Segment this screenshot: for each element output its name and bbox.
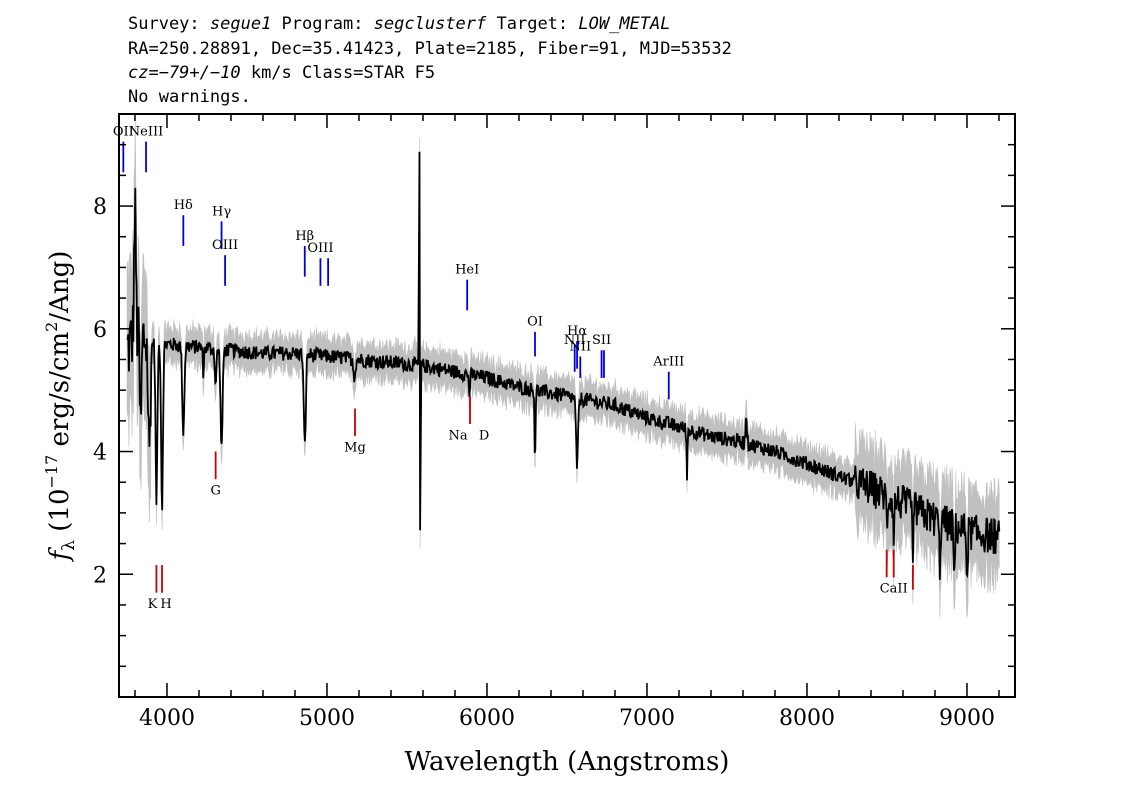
ylabel-sub: λ	[59, 540, 79, 551]
emission-line-label: Hδ	[174, 198, 193, 213]
header-line-2: RA=250.28891, Dec=35.41423, Plate=2185, …	[128, 39, 732, 59]
header-run: Survey:	[128, 14, 210, 34]
x-axis-label: Wavelength (Angstroms)	[405, 747, 730, 777]
ylabel-exp2: 2	[42, 322, 61, 332]
header-line-3: cz=−79+/−10 km/s Class=STAR F5	[128, 63, 435, 83]
header-run: LOW_METAL	[578, 14, 670, 34]
absorption-line-label: D	[479, 428, 489, 443]
emission-line-label: ArIII	[652, 355, 684, 370]
spectrum-line	[126, 151, 1001, 580]
ylabel-pre: (10	[45, 488, 75, 540]
header-line-1: Survey: segue1 Program: segclusterf Targ…	[128, 14, 671, 34]
emission-line-label: Hβ	[295, 229, 314, 244]
absorption-line-label: H	[160, 597, 171, 612]
absorption-line-label: Na	[448, 428, 467, 443]
header-run: Target:	[486, 14, 578, 34]
y-tick-label: 8	[93, 195, 107, 220]
x-tick-label: 6000	[459, 706, 515, 731]
ylabel-post: /Ang)	[45, 251, 75, 322]
emission-line-label: SII	[592, 333, 611, 348]
emission-line-label: NII	[569, 339, 591, 354]
absorption-line-label: Mg	[344, 441, 366, 456]
header-run: segue1	[210, 14, 271, 34]
emission-line-label: HeI	[455, 263, 479, 278]
emission-line-label: NII	[564, 333, 586, 348]
absorption-line-label: G	[210, 483, 220, 498]
header-line-4: No warnings.	[128, 87, 251, 107]
ylabel-exp1: −17	[42, 455, 61, 489]
absorption-line-label: K	[148, 597, 158, 612]
emission-line-label: OIII	[307, 241, 333, 256]
header-run: cz=−79+/−10	[128, 63, 241, 83]
header-run: Program:	[271, 14, 373, 34]
error-band	[126, 120, 1000, 618]
emission-line-label: OIII	[212, 238, 238, 253]
emission-line-label: Hγ	[212, 204, 231, 219]
emission-line-label: OI	[527, 315, 543, 330]
y-axis-label: fλ (10−17 erg/s/cm2/Ang)	[42, 251, 79, 563]
spectrum-series	[126, 151, 1001, 580]
axis-ticks: 4000 5000 6000 7000 8000 9000 2 4 6 8	[93, 114, 1015, 731]
x-tick-label: 8000	[779, 706, 835, 731]
ylabel-mid: erg/s/cm	[45, 332, 75, 455]
y-tick-label: 6	[93, 318, 107, 343]
x-tick-label: 9000	[939, 706, 995, 731]
header-run: segclusterf	[374, 14, 487, 34]
plot-frame	[118, 113, 1016, 698]
y-tick-label: 4	[93, 441, 107, 466]
y-tick-label: 2	[93, 563, 107, 588]
x-tick-label: 4000	[139, 706, 195, 731]
emission-line-label: NeIII	[129, 124, 163, 139]
emission-line-label: Hα	[567, 324, 587, 339]
error-band-area	[126, 120, 1000, 618]
header-run: km/s Class=STAR F5	[241, 63, 435, 83]
x-tick-label: 7000	[619, 706, 675, 731]
x-tick-label: 5000	[299, 706, 355, 731]
absorption-line-label: CaII	[880, 582, 908, 597]
